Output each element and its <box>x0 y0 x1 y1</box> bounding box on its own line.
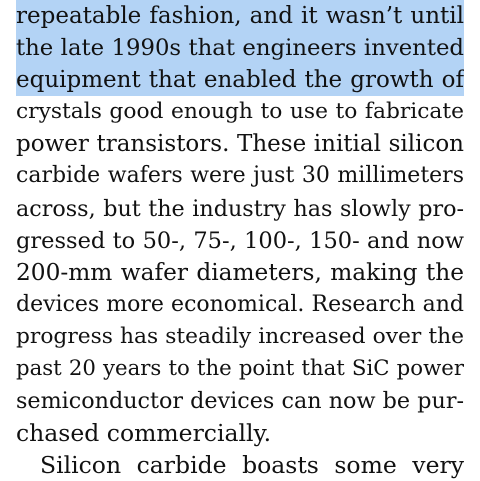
text-line[interactable]: power transistors. These initial silicon <box>16 131 464 158</box>
text-line[interactable]: 200-mm wafer diameters, making the <box>16 258 464 286</box>
highlighted-text-line[interactable]: equipment that enabled the growth of <box>16 64 464 97</box>
text-line[interactable]: chased commercially. <box>16 419 272 448</box>
text-line[interactable]: Silicon carbide boasts some very <box>40 451 464 480</box>
article-text: repeatable fashion, and it wasn’t until … <box>16 0 464 481</box>
text-line[interactable]: devices more economical. Research and <box>16 291 464 317</box>
text-line[interactable]: semiconductor devices can now be pur- <box>16 388 464 415</box>
text-line[interactable]: across, but the industry has slowly pro- <box>16 195 464 222</box>
paragraph-1: repeatable fashion, and it wasn’t until … <box>16 0 464 449</box>
text-line[interactable]: gressed to 50-, 75-, 100-, 150- and now <box>16 227 464 254</box>
paragraph-2: Silicon carbide boasts some very <box>16 449 464 481</box>
text-line[interactable]: past 20 years to the point that SiC powe… <box>16 356 464 382</box>
highlighted-text-line[interactable]: the late 1990s that engineers invented <box>16 32 464 65</box>
text-line[interactable]: carbide wafers were just 30 millimeters <box>16 163 464 189</box>
text-line[interactable]: progress has steadily increased over the <box>16 323 464 349</box>
highlighted-text-line[interactable]: repeatable fashion, and it wasn’t until <box>16 0 464 33</box>
text-line[interactable]: crystals good enough to use to fabricate <box>16 99 464 125</box>
